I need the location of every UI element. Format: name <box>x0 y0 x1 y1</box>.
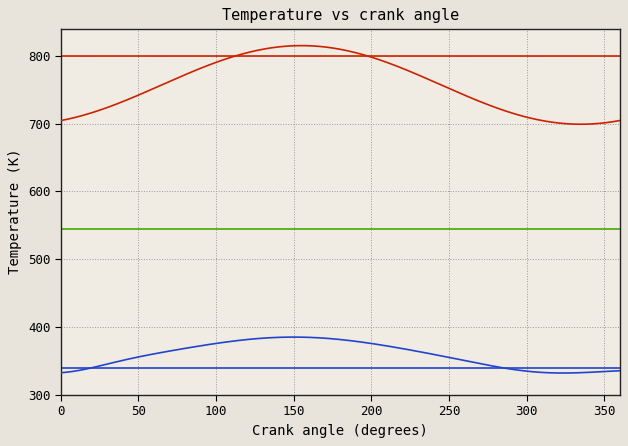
Title: Temperature vs crank angle: Temperature vs crank angle <box>222 8 459 23</box>
X-axis label: Crank angle (degrees): Crank angle (degrees) <box>252 424 428 438</box>
Y-axis label: Temperature (K): Temperature (K) <box>8 149 23 274</box>
